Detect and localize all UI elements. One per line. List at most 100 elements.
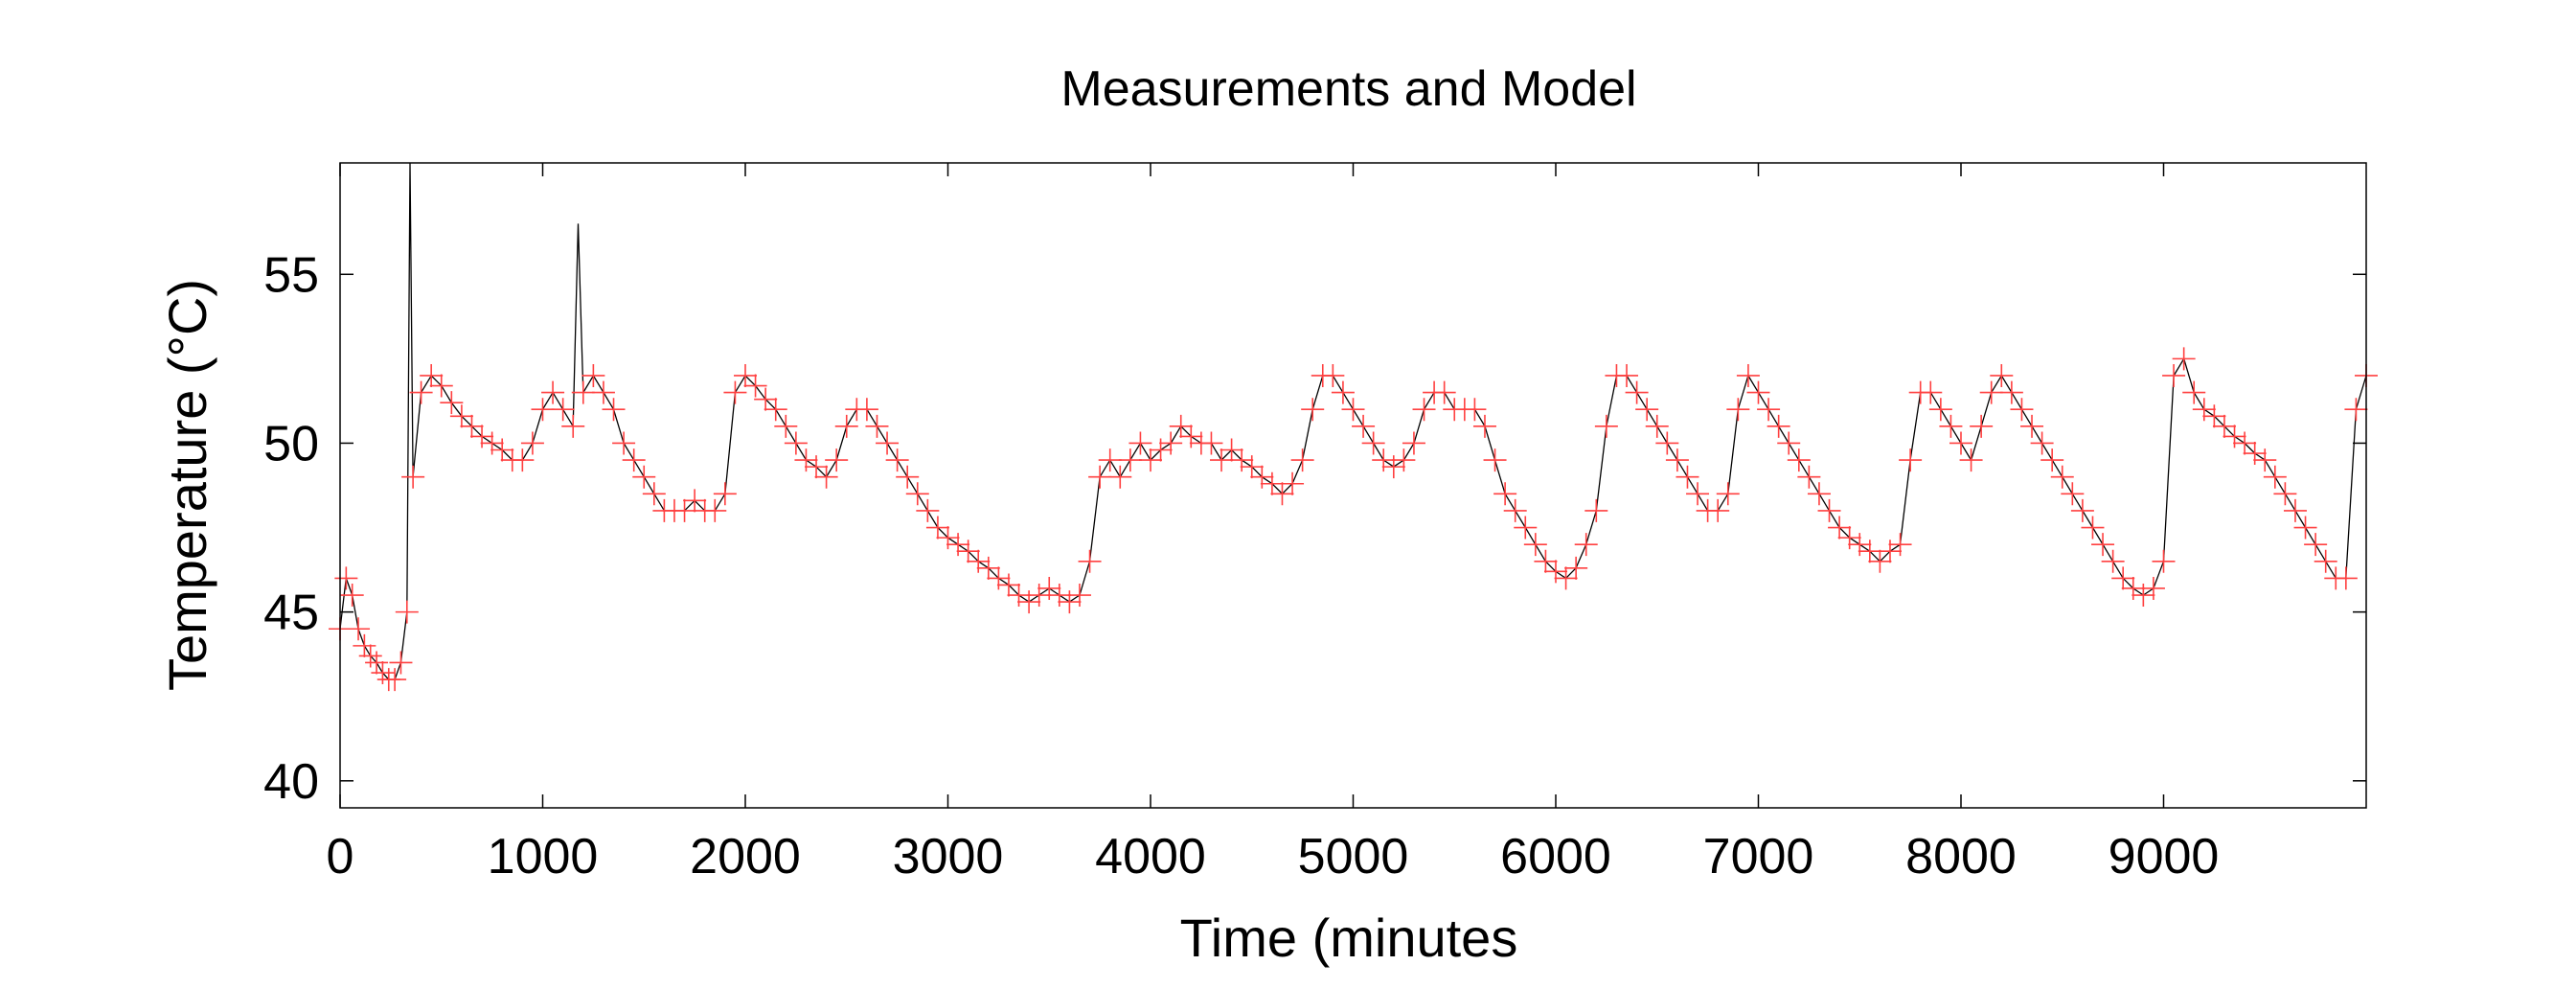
x-tick-label: 2000: [690, 829, 801, 885]
measurement-point: [1564, 556, 1588, 580]
measurement-point: [876, 431, 900, 455]
measurement-point: [1554, 566, 1578, 590]
measurement-point: [1787, 448, 1811, 472]
measurement-point: [987, 566, 1011, 590]
measurement-point: [1645, 414, 1669, 438]
measurement-point: [1848, 533, 1872, 557]
measurement-point: [531, 398, 555, 422]
measurement-point: [1655, 431, 1679, 455]
measurement-point: [401, 465, 425, 489]
measurement-point: [805, 455, 829, 479]
measurement-point: [365, 651, 389, 675]
measurement-point: [1230, 448, 1254, 472]
measurement-point: [551, 398, 575, 422]
measurement-point: [2192, 398, 2216, 422]
measurement-point: [1037, 576, 1061, 600]
measurement-point: [1503, 498, 1527, 522]
measurement-point: [703, 498, 727, 522]
x-tick-label: 1000: [488, 829, 599, 885]
measurement-point: [632, 465, 656, 489]
measurement-point: [1321, 363, 1345, 387]
measurement-point: [976, 556, 1000, 580]
measurement-point: [2020, 414, 2044, 438]
measurement-point: [723, 380, 747, 404]
measurement-point: [967, 549, 991, 573]
x-tick-label: 8000: [1905, 829, 2017, 885]
measurement-point: [2050, 465, 2074, 489]
measurement-point: [1868, 549, 1892, 573]
measurement-point: [470, 425, 494, 448]
line-layer: [339, 162, 2367, 680]
measurement-point: [1169, 414, 1193, 438]
measurement-point: [480, 431, 504, 455]
measurement-point: [2212, 414, 2236, 438]
x-tick-label: 5000: [1298, 829, 1409, 885]
point-layer: [329, 347, 2378, 692]
measurement-point: [1523, 533, 1547, 557]
measurement-point: [429, 374, 453, 398]
measurement-point: [1746, 380, 1770, 404]
measurement-point: [2091, 533, 2115, 557]
measurement-point: [1676, 465, 1699, 489]
measurement-point: [1098, 448, 1122, 472]
measurement-point: [1220, 438, 1243, 462]
measurement-point: [683, 489, 707, 513]
measurement-point: [946, 533, 970, 557]
measurement-point: [1331, 380, 1355, 404]
measurement-point: [1544, 560, 1567, 584]
measurement-point: [1970, 414, 1994, 438]
measurement-point: [1888, 533, 1912, 557]
measurement-point: [2243, 442, 2267, 466]
x-tick-label: 9000: [2109, 829, 2220, 885]
measurement-point: [2061, 482, 2085, 506]
measurement-point: [581, 363, 605, 387]
measurement-point: [1928, 398, 1952, 422]
measurement-point: [490, 438, 514, 462]
measurement-point: [571, 380, 595, 404]
measurement-point: [1999, 380, 2023, 404]
measurement-point: [340, 584, 364, 608]
measurement-point: [1341, 398, 1365, 422]
model-line: [339, 162, 2367, 680]
measurement-point: [1919, 380, 1943, 404]
measurement-point: [511, 448, 535, 472]
measurement-point: [1402, 431, 1425, 455]
measurement-point: [2070, 498, 2094, 522]
measurement-point: [2334, 566, 2358, 590]
measurement-point: [1108, 465, 1132, 489]
measurement-point: [1027, 584, 1051, 608]
measurement-point: [642, 482, 666, 506]
measurement-point: [1990, 363, 2014, 387]
measurement-point: [794, 448, 818, 472]
measurement-point: [764, 398, 787, 422]
measurement-point: [1149, 438, 1173, 462]
measurement-point: [1493, 482, 1517, 506]
measurement-point: [353, 633, 376, 657]
measurement-point: [896, 465, 920, 489]
x-tick-label: 0: [327, 829, 354, 885]
measurement-point: [1301, 398, 1325, 422]
measurement-point: [865, 414, 889, 438]
measurement-point: [1210, 448, 1234, 472]
measurement-point: [1574, 533, 1598, 557]
measurement-point: [1979, 380, 2003, 404]
measurement-point: [1817, 498, 1841, 522]
measurement-point: [1615, 363, 1639, 387]
measurement-point: [2162, 363, 2186, 387]
measurement-point: [2081, 516, 2105, 540]
measurement-point: [1757, 398, 1781, 422]
x-tick-label: 4000: [1095, 829, 1206, 885]
measurement-point: [2101, 549, 2125, 573]
measurement-point: [1736, 363, 1760, 387]
measurement-point: [916, 498, 940, 522]
measurement-point: [784, 431, 808, 455]
x-tick-label: 7000: [1703, 829, 1814, 885]
y-axis-label: Temperature (°C): [157, 279, 217, 691]
measurement-point: [834, 414, 858, 438]
measurement-point: [612, 431, 636, 455]
measurement-point: [2283, 498, 2307, 522]
measurement-point: [2273, 482, 2297, 506]
tick-layer: [339, 163, 2366, 808]
measurement-point: [460, 414, 484, 438]
